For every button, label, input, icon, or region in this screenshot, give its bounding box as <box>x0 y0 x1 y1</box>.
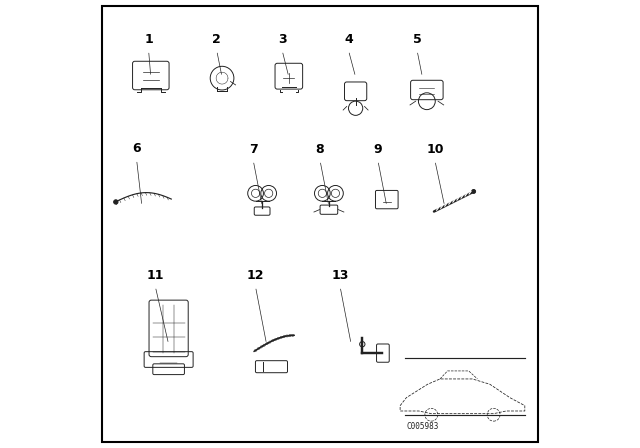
Circle shape <box>277 337 280 339</box>
Text: 4: 4 <box>344 33 353 46</box>
Circle shape <box>289 335 291 336</box>
Text: 7: 7 <box>249 143 257 156</box>
Circle shape <box>271 340 274 342</box>
Text: 12: 12 <box>246 269 264 282</box>
Circle shape <box>275 338 276 340</box>
Circle shape <box>255 349 257 352</box>
Text: 6: 6 <box>132 142 141 155</box>
Text: 13: 13 <box>332 269 349 282</box>
Text: C005983: C005983 <box>407 422 439 431</box>
Circle shape <box>260 346 262 348</box>
Text: 1: 1 <box>144 33 153 46</box>
Circle shape <box>257 348 259 350</box>
Text: 10: 10 <box>426 143 444 156</box>
Text: 3: 3 <box>278 33 287 46</box>
Circle shape <box>266 343 268 345</box>
Circle shape <box>263 344 265 346</box>
Circle shape <box>269 341 271 343</box>
Circle shape <box>280 336 282 338</box>
Circle shape <box>286 335 288 337</box>
Text: 11: 11 <box>147 269 164 282</box>
Circle shape <box>114 200 118 204</box>
Circle shape <box>472 190 476 194</box>
Text: 8: 8 <box>316 143 324 156</box>
Circle shape <box>283 336 285 338</box>
Text: 9: 9 <box>374 143 382 156</box>
Circle shape <box>292 334 294 336</box>
Text: 5: 5 <box>413 33 421 46</box>
Circle shape <box>360 341 365 347</box>
Text: 2: 2 <box>212 33 221 46</box>
